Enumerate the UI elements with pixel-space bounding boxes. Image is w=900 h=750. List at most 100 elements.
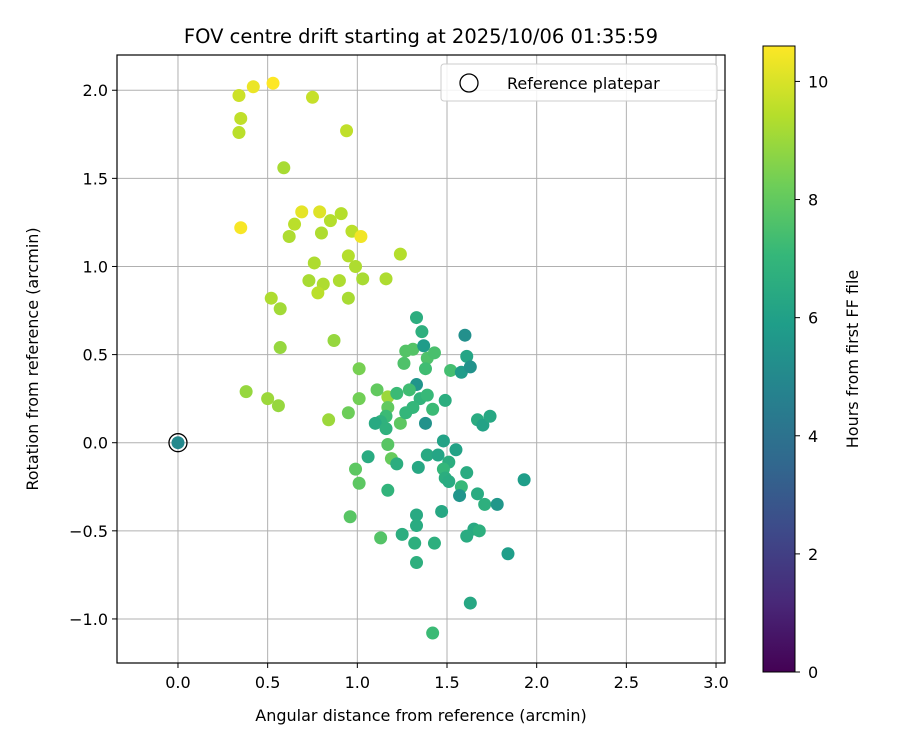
reference-layer [168, 433, 188, 453]
x-tick-label: 0.0 [165, 673, 190, 692]
data-point [390, 386, 404, 400]
data-point [341, 291, 355, 305]
data-point [307, 256, 321, 270]
data-point [426, 402, 440, 416]
legend-label: Reference platepar [507, 74, 660, 93]
data-point [246, 80, 260, 94]
data-point [234, 221, 248, 235]
data-point [354, 230, 368, 244]
data-point [379, 272, 393, 286]
data-point [410, 311, 424, 325]
data-point [352, 392, 366, 406]
data-point [349, 462, 363, 476]
colorbar-tick-label: 6 [808, 309, 818, 328]
data-point [418, 362, 432, 376]
data-point [460, 349, 474, 363]
colorbar: 0 2 4 6 8 10 Hours from first FF file [762, 45, 862, 682]
data-point [431, 448, 445, 462]
data-point [370, 383, 384, 397]
data-point [381, 437, 395, 451]
data-point [411, 460, 425, 474]
data-point [273, 341, 287, 355]
data-point [379, 422, 393, 436]
x-axis-ticks: 0.0 0.5 1.0 1.5 2.0 2.5 3.0 [165, 663, 729, 692]
data-point [458, 328, 472, 342]
data-point [271, 399, 285, 413]
data-point [410, 556, 424, 570]
y-tick-label: 0.5 [83, 346, 108, 365]
data-point [453, 489, 467, 503]
data-point [327, 333, 341, 347]
data-point [397, 356, 411, 370]
x-tick-label: 1.0 [345, 673, 370, 692]
data-point [478, 497, 492, 511]
data-point [410, 519, 424, 533]
x-axis-label: Angular distance from reference (arcmin) [255, 706, 586, 725]
data-point [368, 416, 382, 430]
x-tick-label: 2.5 [614, 673, 639, 692]
data-point [436, 434, 450, 448]
data-point [264, 291, 278, 305]
y-tick-label: 0.0 [83, 434, 108, 453]
chart-title: FOV centre drift starting at 2025/10/06 … [184, 25, 658, 48]
colorbar-tick-label: 8 [808, 191, 818, 210]
colorbar-tick-label: 10 [808, 72, 828, 91]
data-point [417, 339, 431, 353]
data-point [501, 547, 515, 561]
data-point [322, 413, 336, 427]
data-point [239, 385, 253, 399]
data-point [393, 247, 407, 261]
data-point [282, 230, 296, 244]
data-point [449, 443, 463, 457]
data-point [410, 508, 424, 522]
x-tick-label: 1.5 [434, 673, 459, 692]
data-point [408, 536, 422, 550]
data-point [460, 529, 474, 543]
colorbar-gradient [762, 45, 796, 673]
data-point [415, 325, 429, 339]
legend-box [440, 63, 718, 102]
data-point [381, 483, 395, 497]
data-point [266, 76, 280, 90]
colorbar-tick-label: 0 [808, 663, 818, 682]
data-point [352, 476, 366, 490]
data-point [463, 596, 477, 610]
data-point [517, 473, 531, 487]
data-point [395, 527, 409, 541]
data-point [352, 362, 366, 376]
plot-area-frame [116, 54, 726, 664]
colorbar-label: Hours from first FF file [843, 270, 862, 449]
data-point [460, 466, 474, 480]
x-tick-label: 0.5 [255, 673, 280, 692]
y-tick-label: 1.5 [83, 169, 108, 188]
data-point [234, 111, 248, 125]
data-point [341, 249, 355, 263]
colorbar-tick-label: 2 [808, 545, 818, 564]
data-point [311, 286, 325, 300]
x-tick-label: 2.0 [524, 673, 549, 692]
data-point [361, 450, 375, 464]
reference-platepar-marker [168, 433, 188, 453]
y-axis-label: Rotation from reference (arcmin) [23, 227, 42, 490]
y-tick-label: −1.0 [69, 610, 108, 629]
data-point [295, 205, 309, 219]
data-point [435, 504, 449, 518]
data-point [334, 207, 348, 221]
data-point [288, 217, 302, 231]
data-point [343, 510, 357, 524]
data-point [313, 205, 327, 219]
data-point [463, 360, 477, 374]
data-point [232, 89, 246, 103]
data-point [302, 274, 316, 288]
data-point [483, 409, 497, 423]
data-point [490, 497, 504, 511]
data-point [472, 524, 486, 538]
data-point [349, 259, 363, 273]
data-point [356, 272, 370, 286]
data-point [374, 531, 388, 545]
colorbar-tick-label: 4 [808, 427, 818, 446]
y-tick-label: 1.0 [83, 257, 108, 276]
data-point [442, 474, 456, 488]
data-point [323, 214, 337, 228]
